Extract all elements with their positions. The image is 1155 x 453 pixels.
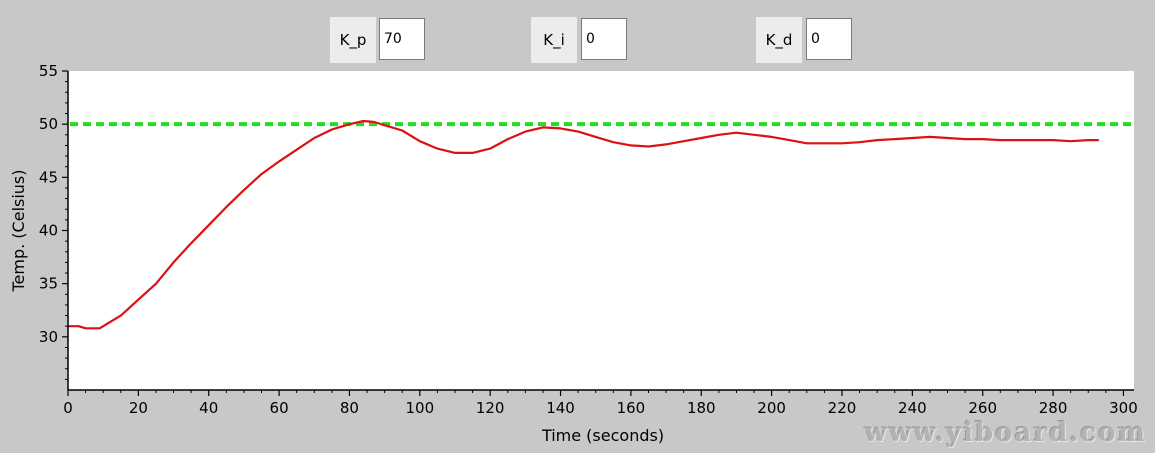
kd-input[interactable] xyxy=(806,18,852,60)
x-tick-label: 260 xyxy=(968,399,997,417)
watermark: www.yiboard.com xyxy=(864,418,1147,448)
x-tick-label: 240 xyxy=(898,399,927,417)
y-tick-label: 30 xyxy=(39,328,58,346)
y-tick-label: 50 xyxy=(39,115,58,133)
x-tick-label: 0 xyxy=(63,399,73,417)
x-tick-label: 100 xyxy=(405,399,434,417)
x-tick-label: 280 xyxy=(1039,399,1068,417)
y-tick-label: 40 xyxy=(39,222,58,240)
x-tick-label: 200 xyxy=(757,399,786,417)
x-tick-label: 300 xyxy=(1109,399,1138,417)
kd-label: K_d xyxy=(756,17,802,63)
x-tick-label: 180 xyxy=(687,399,716,417)
x-tick-label: 60 xyxy=(270,399,289,417)
x-tick-label: 140 xyxy=(546,399,575,417)
x-tick-label: 120 xyxy=(476,399,505,417)
x-axis-label: Time (seconds) xyxy=(541,426,664,445)
y-tick-label: 35 xyxy=(39,275,58,293)
y-tick-label: 55 xyxy=(39,62,58,80)
plot-area xyxy=(68,71,1134,390)
kp-label: K_p xyxy=(330,17,376,63)
x-tick-label: 220 xyxy=(828,399,857,417)
ki-label: K_i xyxy=(531,17,577,63)
x-tick-label: 160 xyxy=(617,399,646,417)
x-tick-label: 20 xyxy=(129,399,148,417)
x-tick-label: 80 xyxy=(340,399,359,417)
y-tick-label: 45 xyxy=(39,168,58,186)
y-axis-ticks: 30 35 40 45 50 55 xyxy=(39,62,68,346)
x-tick-label: 40 xyxy=(199,399,218,417)
kp-input[interactable] xyxy=(379,18,425,60)
y-axis-label: Temp. (Celsius) xyxy=(9,169,28,292)
ki-input[interactable] xyxy=(581,18,627,60)
x-axis-ticks: 0 20 40 60 80 100 120 140 160 180 200 220 240 260 280 3… xyxy=(63,390,1138,417)
temperature-series-line xyxy=(68,119,1099,330)
